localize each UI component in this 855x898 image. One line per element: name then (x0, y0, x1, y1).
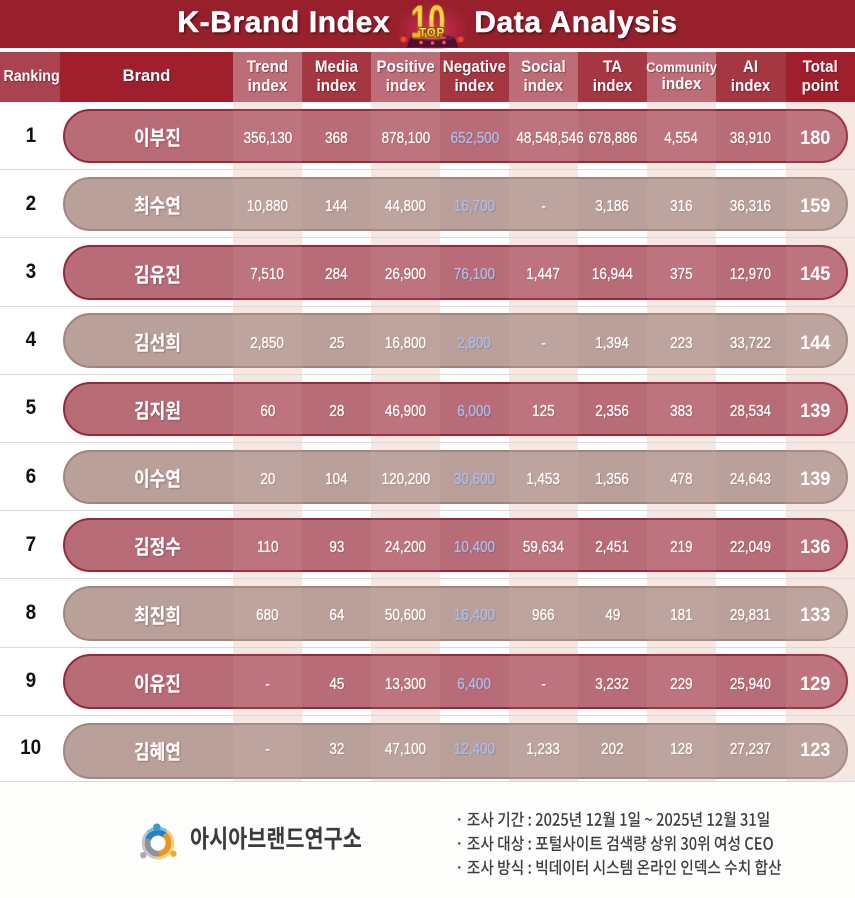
svg-text:1: 1 (412, 1, 429, 49)
svg-text:TOP: TOP (419, 28, 445, 40)
svg-text:0: 0 (428, 1, 445, 48)
svg-text:1: 1 (411, 1, 428, 48)
svg-text:TOP: TOP (419, 28, 445, 40)
svg-text:0: 0 (429, 1, 446, 49)
